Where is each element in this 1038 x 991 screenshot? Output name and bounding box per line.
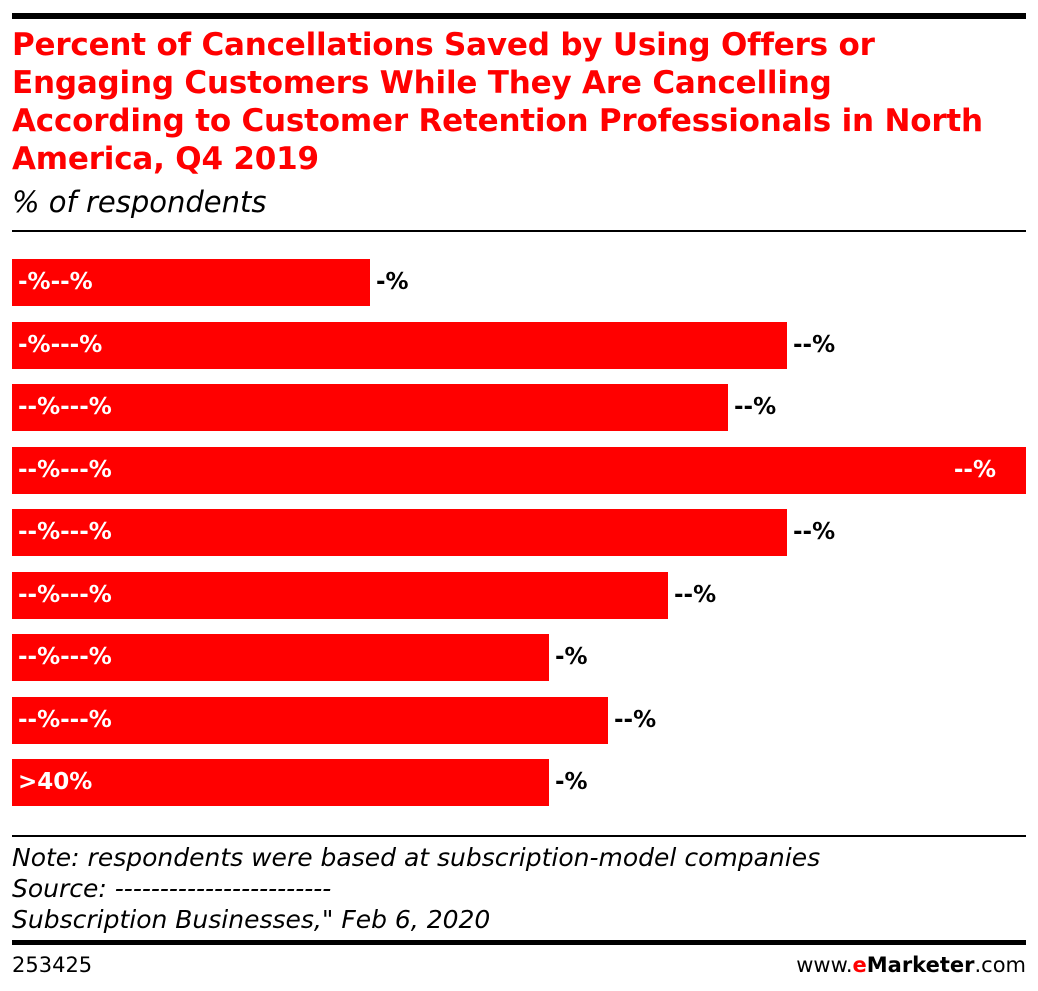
bar-row: --%---% -% [12,634,1026,681]
header-divider [12,230,1026,232]
bar-value-label: -% [376,269,409,295]
bar-category-label: >40% [18,769,93,795]
bar-value-label: -% [555,644,588,670]
bar-value-label: --% [793,519,836,545]
bar [12,447,1026,494]
bar [12,322,787,369]
chart-id: 253425 [12,953,93,977]
bar-value-label: --% [734,394,777,420]
bar-value-label: -% [555,769,588,795]
bar [12,759,549,806]
bar [12,384,728,431]
bar-row: --%---% --% [12,384,1026,431]
bar-row: -%--% -% [12,259,1026,306]
bar-row: --%---% --% [12,447,1026,494]
top-rule [12,13,1026,19]
bar-category-label: --%---% [18,519,112,545]
bar-value-label: --% [953,457,996,483]
footer-divider [12,835,1026,837]
chart-source: Source: ------------------------ [12,874,332,903]
chart-note: Note: respondents were based at subscrip… [12,843,821,872]
bar-category-label: --%---% [18,707,112,733]
bar [12,509,787,556]
bar-category-label: --%---% [18,394,112,420]
bar [12,634,549,681]
bar-row: >40% -% [12,759,1026,806]
brand-e: e [852,953,867,977]
bar-row: --%---% --% [12,509,1026,556]
bar-category-label: --%---% [18,644,112,670]
brand-prefix: www. [796,953,853,977]
chart-subtitle: % of respondents [12,185,267,219]
bar [12,572,668,619]
bottom-rule [12,940,1026,945]
chart-title: Percent of Cancellations Saved by Using … [12,27,983,177]
chart-source-continued: Subscription Businesses," Feb 6, 2020 [12,905,491,934]
brand-name: Marketer [866,953,975,977]
bar-value-label: --% [674,582,717,608]
brand-suffix: .com [974,953,1026,977]
bar [12,697,608,744]
bar-value-label: --% [614,707,657,733]
bar-category-label: -%--% [18,269,93,295]
bar-value-label: --% [793,332,836,358]
bar-category-label: --%---% [18,457,112,483]
brand-link[interactable]: www.eMarketer.com [796,953,1026,977]
bar-category-label: -%---% [18,332,103,358]
bar-row: --%---% --% [12,572,1026,619]
bar-row: --%---% --% [12,697,1026,744]
bar [12,259,370,306]
bar-category-label: --%---% [18,582,112,608]
bar-row: -%---% --% [12,322,1026,369]
